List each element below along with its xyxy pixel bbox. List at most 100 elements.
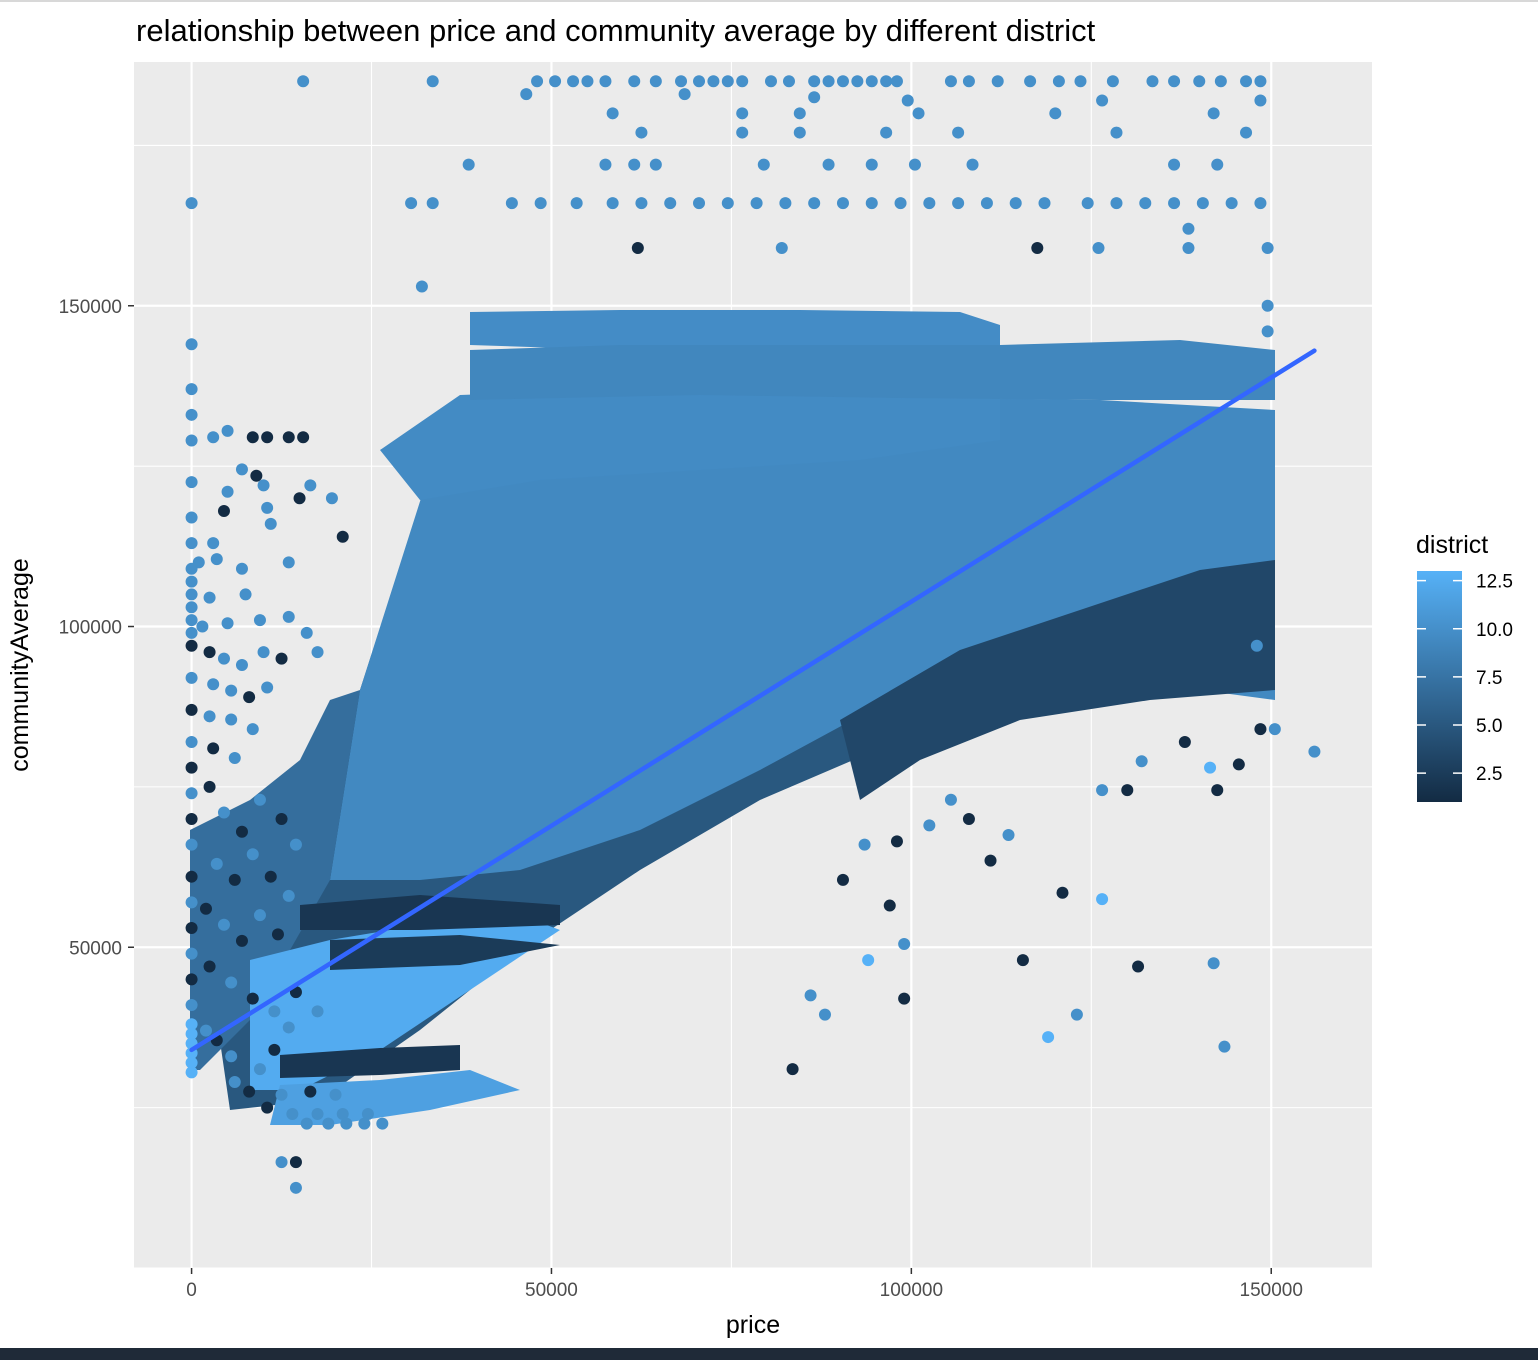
- data-point: [912, 107, 925, 120]
- cloud-dark-stripe-1: [300, 895, 560, 930]
- data-point: [764, 75, 777, 88]
- data-point: [628, 75, 641, 88]
- data-point: [1182, 242, 1195, 255]
- data-point: [675, 75, 688, 88]
- data-point: [340, 1117, 353, 1130]
- data-point: [185, 1056, 198, 1069]
- data-point: [325, 492, 338, 505]
- data-point: [851, 75, 864, 88]
- data-point: [261, 681, 274, 694]
- data-point: [253, 793, 266, 806]
- data-point: [264, 870, 277, 883]
- data-point: [246, 848, 259, 861]
- data-point: [185, 1018, 198, 1031]
- data-point: [505, 197, 518, 210]
- data-point: [207, 678, 220, 691]
- data-point: [1132, 960, 1145, 973]
- data-point: [336, 530, 349, 543]
- data-point: [1042, 1031, 1055, 1044]
- data-point: [289, 838, 302, 851]
- x-axis-ticks: 0 50000 100000 150000: [186, 1268, 1303, 1301]
- legend-title: district: [1416, 531, 1488, 559]
- data-point: [300, 626, 313, 639]
- data-point: [1168, 158, 1181, 171]
- data-point: [185, 338, 198, 351]
- data-point: [1081, 197, 1094, 210]
- data-point: [1056, 886, 1069, 899]
- cloud-mid-band: [470, 340, 1275, 400]
- data-point: [185, 626, 198, 639]
- data-point: [282, 610, 295, 623]
- data-point: [1207, 957, 1220, 970]
- data-point: [210, 553, 223, 566]
- data-point: [246, 723, 259, 736]
- data-point: [862, 954, 875, 967]
- data-point: [808, 197, 821, 210]
- data-point: [894, 197, 907, 210]
- data-point: [185, 476, 198, 489]
- data-point: [185, 601, 198, 614]
- data-point: [217, 918, 230, 931]
- data-point: [570, 197, 583, 210]
- data-point: [225, 1050, 238, 1063]
- data-point: [297, 75, 310, 88]
- data-point: [1106, 75, 1119, 88]
- data-point: [304, 1085, 317, 1098]
- data-points: [185, 75, 1321, 1194]
- data-point: [991, 75, 1004, 88]
- data-point: [880, 75, 893, 88]
- cloud-main-mass: [330, 392, 1275, 880]
- data-point: [822, 158, 835, 171]
- data-point: [185, 838, 198, 851]
- data-point: [1052, 75, 1065, 88]
- data-point: [606, 107, 619, 120]
- data-point: [980, 197, 993, 210]
- data-point: [203, 960, 216, 973]
- data-point: [185, 973, 198, 986]
- legend-tick-label: 12.5: [1476, 572, 1513, 593]
- data-point: [898, 938, 911, 951]
- data-point: [275, 1088, 288, 1101]
- data-point: [531, 75, 544, 88]
- data-point: [207, 742, 220, 755]
- data-point: [721, 197, 734, 210]
- data-point: [250, 469, 263, 482]
- data-point: [185, 1066, 198, 1079]
- data-point: [282, 1021, 295, 1034]
- data-point: [426, 197, 439, 210]
- data-point: [1110, 126, 1123, 139]
- trend-line: [189, 348, 1317, 1053]
- legend-tick-label: 10.0: [1476, 620, 1513, 641]
- data-point: [185, 896, 198, 909]
- data-point: [268, 1005, 281, 1018]
- data-point: [1168, 197, 1181, 210]
- data-point: [1232, 758, 1245, 771]
- data-point: [1092, 242, 1105, 255]
- data-point: [185, 197, 198, 210]
- data-point: [336, 1108, 349, 1121]
- data-point: [235, 659, 248, 671]
- y-axis-label: communityAverage: [6, 558, 34, 772]
- data-point: [304, 479, 317, 492]
- data-point: [185, 703, 198, 716]
- data-point: [207, 431, 220, 444]
- data-point: [581, 75, 594, 88]
- data-point: [635, 197, 648, 210]
- data-point: [228, 873, 241, 886]
- data-point: [736, 126, 749, 139]
- data-point: [1254, 197, 1267, 210]
- data-point: [808, 91, 821, 104]
- data-point: [1261, 242, 1274, 255]
- data-point: [462, 158, 475, 171]
- cloud-bottom-light: [270, 1070, 520, 1125]
- data-point: [358, 1117, 371, 1130]
- data-point: [235, 934, 248, 947]
- data-point: [1182, 222, 1195, 235]
- data-point: [599, 158, 612, 171]
- x-tick-label: 100000: [880, 1280, 943, 1301]
- data-point: [253, 614, 266, 627]
- data-point: [1214, 75, 1227, 88]
- data-point: [793, 126, 806, 139]
- data-point: [185, 812, 198, 825]
